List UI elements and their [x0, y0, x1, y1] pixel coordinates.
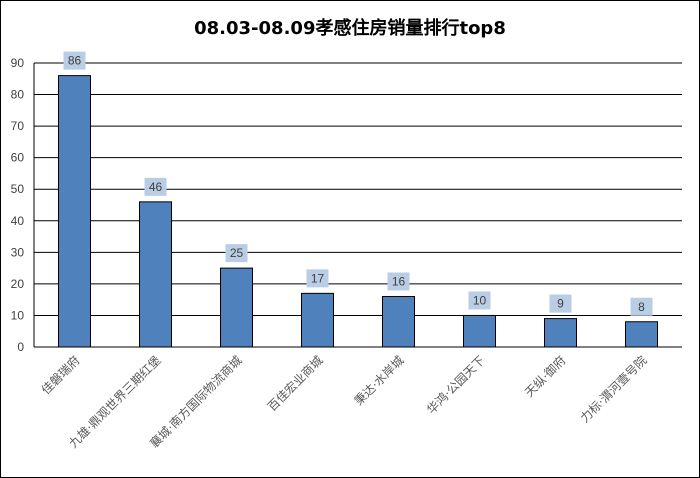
data-label-box [63, 51, 86, 70]
bar [139, 201, 172, 348]
data-label: 8 [638, 300, 645, 314]
data-label: 17 [311, 271, 325, 285]
y-tick-label: 80 [11, 88, 25, 102]
data-label: 10 [473, 293, 487, 307]
data-label-box [387, 272, 410, 291]
chart-title: 08.03-08.09孝感住房销量排行top8 [194, 18, 506, 39]
data-label: 86 [68, 54, 82, 68]
bar [301, 292, 334, 348]
category-label: 佳磐瑞府 [38, 353, 83, 398]
bar [625, 321, 658, 348]
bar [58, 75, 91, 348]
category-label: 襄城·南方国际物流商城 [146, 353, 244, 451]
data-label-box [225, 244, 248, 263]
data-label: 25 [230, 246, 244, 260]
category-label: 九雄·鼎观世界三期红堡 [65, 353, 163, 451]
bar [220, 267, 253, 348]
category-label: 华鸿·公园天下 [424, 353, 488, 417]
data-label: 9 [557, 297, 564, 311]
data-label-box [468, 291, 491, 310]
y-tick-label: 50 [11, 182, 25, 196]
bar [382, 296, 415, 348]
category-label: 力标·渭河壹号院 [578, 353, 650, 425]
category-label: 天纵·御府 [521, 353, 568, 400]
y-tick-label: 40 [11, 214, 25, 228]
y-tick-label: 10 [11, 308, 25, 322]
category-label: 秉达·水岸城 [352, 353, 407, 408]
category-label: 百佳宏业商城 [264, 353, 326, 415]
data-label-box [549, 294, 572, 313]
data-label: 16 [392, 275, 406, 289]
bar [544, 318, 577, 348]
y-tick-label: 90 [11, 56, 25, 70]
y-tick-label: 0 [17, 340, 24, 354]
y-tick-label: 30 [11, 245, 25, 259]
data-label-box [144, 177, 167, 196]
data-label-box [630, 297, 653, 316]
data-label: 46 [149, 180, 163, 194]
y-tick-label: 20 [11, 277, 25, 291]
bar [463, 314, 496, 348]
y-tick-label: 60 [11, 151, 25, 165]
data-label-box [306, 269, 329, 288]
y-tick-label: 70 [11, 119, 25, 133]
